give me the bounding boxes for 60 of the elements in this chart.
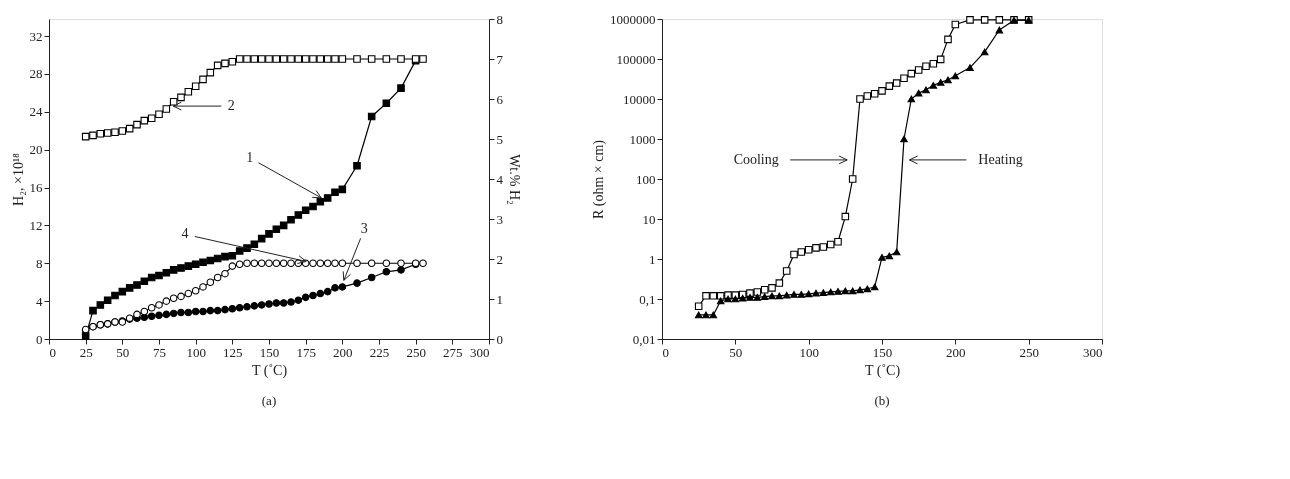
x-tick-label: 250 xyxy=(1019,344,1039,360)
y-tick-label: 0 xyxy=(36,331,43,347)
annotation: 4 xyxy=(181,226,189,242)
y-tick-label: 24 xyxy=(29,104,43,120)
y-tick-label: 16 xyxy=(29,180,43,196)
x-tick-label: 150 xyxy=(259,344,280,360)
y-tick-label: 8 xyxy=(36,255,43,271)
y2-tick-label: 6 xyxy=(496,91,504,107)
y-tick-label: 10000 xyxy=(623,91,656,107)
text: (b) xyxy=(874,393,890,408)
x-tick-label: 100 xyxy=(799,344,819,360)
x-tick-label: 75 xyxy=(153,344,166,360)
y-tick-label: 20 xyxy=(29,142,43,158)
text: (a) xyxy=(261,393,277,408)
y2-tick-label: 3 xyxy=(496,211,503,227)
y2-tick-label: 5 xyxy=(496,131,503,147)
annotation: Heating xyxy=(978,151,1023,167)
x-tick-label: 125 xyxy=(223,344,243,360)
x-tick-label: 300 xyxy=(1083,344,1103,360)
x-tick-label: 200 xyxy=(946,344,966,360)
y2-tick-label: 0 xyxy=(496,331,503,347)
x-tick-label: 225 xyxy=(369,344,390,360)
x-axis-title: T (˚C) xyxy=(864,362,901,379)
y-tick-label: 100000 xyxy=(616,51,656,67)
x-tick-label: 100 xyxy=(186,344,206,360)
y-tick-label: 0,01 xyxy=(632,331,656,347)
y-axis-title: R (ohm × cm) xyxy=(591,139,607,220)
x-tick-label: 150 xyxy=(872,344,893,360)
x-tick-label: 25 xyxy=(79,344,93,360)
annotation: 2 xyxy=(227,98,235,114)
y2-tick-label: 7 xyxy=(496,51,504,67)
y2-tick-label: 2 xyxy=(496,251,503,267)
x-tick-label: 275 xyxy=(443,344,463,360)
annotation: 3 xyxy=(360,221,368,237)
annotation: 1 xyxy=(246,149,254,165)
y-tick-label: 12 xyxy=(29,217,43,233)
y-tick-label: 100 xyxy=(636,171,656,187)
x-tick-label: 50 xyxy=(116,344,130,360)
x-tick-label: 200 xyxy=(333,344,353,360)
x-tick-label: 50 xyxy=(729,344,743,360)
x-tick-label: 0 xyxy=(49,344,56,360)
y-tick-label: 1000000 xyxy=(610,11,656,27)
y-tick-label: 4 xyxy=(36,293,43,309)
y2-tick-label: 4 xyxy=(496,171,504,187)
y-tick-label: 1000 xyxy=(629,131,656,147)
y2-tick-label: 8 xyxy=(496,11,503,27)
y-tick-label: 32 xyxy=(29,28,43,44)
y-tick-label: 10 xyxy=(642,211,656,227)
x-tick-label: 300 xyxy=(470,344,490,360)
y-tick-label: 28 xyxy=(29,66,43,82)
x-axis-title: T (˚C) xyxy=(251,362,288,379)
y-tick-label: 1 xyxy=(649,251,656,267)
y-tick-label: 0,1 xyxy=(639,291,656,307)
y-axis-title: H₂, ×10¹⁸ xyxy=(10,152,26,206)
y2-tick-label: 1 xyxy=(496,291,503,307)
x-tick-label: 250 xyxy=(406,344,426,360)
y2-axis-title: Wt.% H₂ xyxy=(507,154,522,205)
x-tick-label: 0 xyxy=(662,344,669,360)
annotation: Cooling xyxy=(733,151,779,167)
x-tick-label: 175 xyxy=(296,344,316,360)
